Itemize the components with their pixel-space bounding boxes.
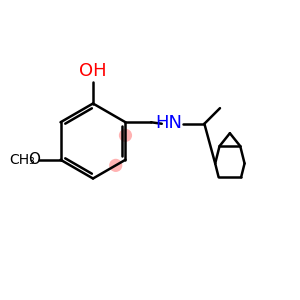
- Text: CH₃: CH₃: [10, 153, 35, 167]
- Text: HN: HN: [155, 113, 182, 131]
- Text: OH: OH: [79, 62, 107, 80]
- Circle shape: [119, 129, 132, 142]
- Text: O: O: [28, 152, 40, 167]
- Circle shape: [109, 159, 122, 172]
